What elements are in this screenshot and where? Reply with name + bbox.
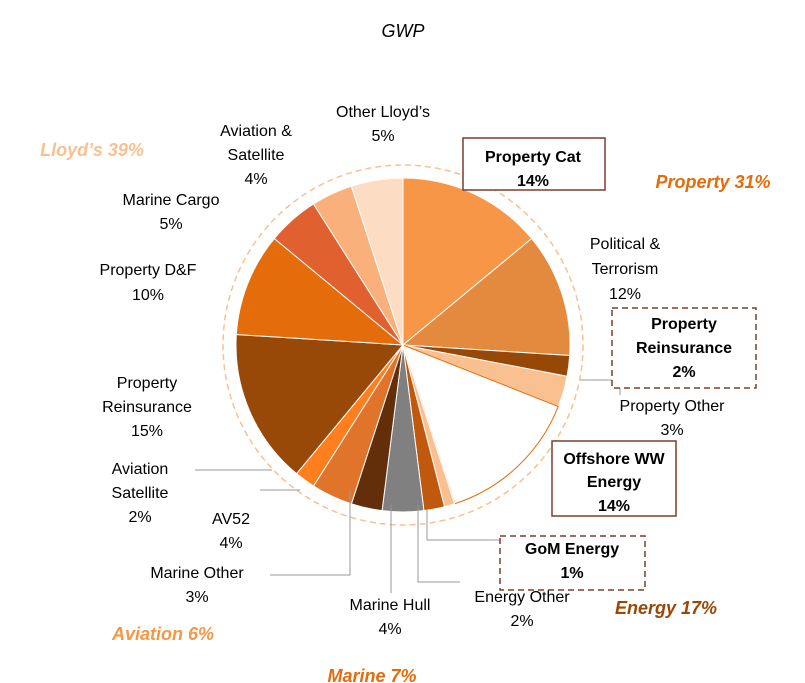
- value-label: 15%: [131, 423, 163, 440]
- value-label: 3%: [660, 422, 683, 439]
- value-label: 10%: [132, 287, 164, 304]
- slice-label: Marine Other: [150, 565, 244, 582]
- slice-label: Other Lloyd’s: [336, 104, 430, 121]
- value-label: 4%: [378, 621, 401, 638]
- value-label: 4%: [219, 535, 242, 552]
- value-label: 14%: [517, 173, 549, 190]
- value-label: 5%: [371, 128, 394, 145]
- group-label: Energy 17%: [615, 598, 717, 618]
- pie-slice: [235, 333, 405, 475]
- label-box: [462, 137, 606, 191]
- slice-label: Energy Other: [474, 589, 570, 606]
- slice-label: Aviation: [112, 461, 169, 478]
- value-label: 2%: [672, 364, 695, 381]
- slice-label: Terrorism: [592, 261, 659, 278]
- slice-label: Property: [117, 375, 177, 392]
- slice-label: Marine Hull: [350, 597, 431, 614]
- leader-line: [270, 490, 351, 576]
- group-label: Marine 7%: [327, 666, 416, 683]
- label-box: [499, 535, 646, 591]
- slice-label: Property Cat: [485, 149, 582, 166]
- pie-slice: [402, 177, 533, 347]
- slice-label: GoM Energy: [525, 541, 619, 558]
- value-label: 12%: [609, 286, 641, 303]
- slice-label: Political &: [590, 236, 661, 253]
- slice-label: Marine Cargo: [123, 192, 220, 209]
- leader-line: [417, 505, 460, 583]
- leader-line: [426, 510, 500, 541]
- value-label: 2%: [510, 613, 533, 630]
- value-label: 2%: [128, 509, 151, 526]
- pie-slice: [235, 237, 405, 346]
- group-label: Property 31%: [655, 172, 770, 192]
- slice-label: AV52: [212, 511, 250, 528]
- group-label: Aviation 6%: [111, 624, 214, 644]
- label-box: [611, 307, 757, 389]
- value-label: 14%: [598, 498, 630, 515]
- label-box: [551, 440, 677, 517]
- slice-label: Offshore WW: [563, 451, 665, 468]
- chart-title: GWP: [382, 21, 425, 41]
- value-label: 5%: [159, 216, 182, 233]
- slice-label: Reinsurance: [636, 340, 732, 357]
- value-label: 3%: [185, 589, 208, 606]
- value-label: 1%: [560, 565, 583, 582]
- slice-label: Aviation &: [220, 123, 292, 140]
- pie-slice: [401, 237, 571, 357]
- slice-label: Property Other: [620, 398, 726, 415]
- slice-label: Satellite: [228, 147, 285, 164]
- value-label: 4%: [244, 171, 267, 188]
- slice-label: Reinsurance: [102, 399, 192, 416]
- slice-label: Satellite: [112, 485, 169, 502]
- slice-label: Property: [651, 316, 717, 333]
- group-label: Lloyd’s 39%: [40, 140, 144, 160]
- pie-slice: [350, 177, 404, 346]
- slice-label: Property D&F: [100, 262, 197, 279]
- slice-label: Energy: [587, 474, 641, 491]
- group-ring: [222, 164, 584, 526]
